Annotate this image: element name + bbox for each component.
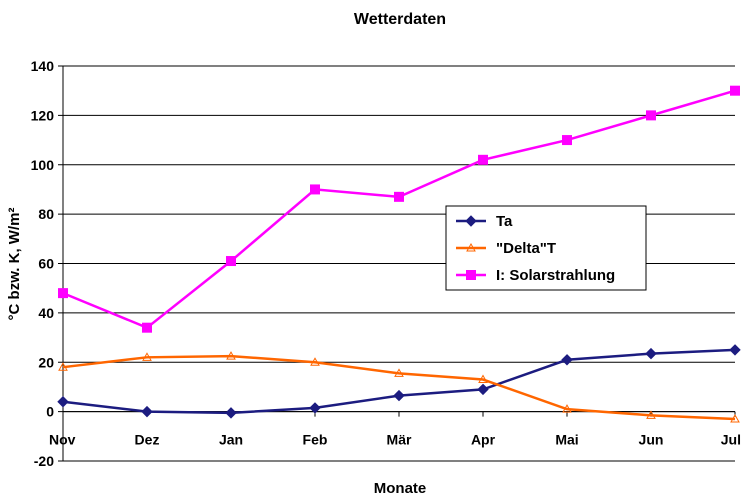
x-tick-label-0: Nov — [49, 432, 76, 448]
y-axis-label: °C bzw. K, W/m² — [6, 208, 23, 321]
x-tick-label-3: Feb — [303, 432, 328, 448]
series-2-point-0 — [58, 288, 68, 299]
y-tick-label-2: 20 — [38, 354, 54, 370]
series-2-point-7 — [646, 110, 656, 121]
series-0-point-4 — [393, 389, 405, 402]
x-tick-label-6: Mai — [555, 432, 578, 448]
y-tick-label-7: 120 — [31, 107, 55, 123]
legend-label-0: Ta — [496, 213, 513, 230]
series-2-point-1 — [142, 322, 152, 333]
series-2-point-5 — [478, 154, 488, 165]
x-axis-label: Monate — [374, 480, 427, 497]
series-line-0 — [62, 348, 736, 415]
series-0-point-8 — [729, 344, 741, 356]
series-0-point-7 — [645, 347, 657, 360]
y-tick-label-0: -20 — [34, 453, 54, 469]
y-tick-label-4: 60 — [38, 256, 54, 272]
series-1-point-3 — [310, 357, 320, 366]
legend-marker-0 — [465, 215, 477, 227]
legend-marker-1 — [466, 242, 476, 252]
series-0-point-3 — [309, 402, 321, 414]
series-0-point-6 — [561, 354, 573, 366]
series-2-point-6 — [562, 135, 572, 146]
legend-label-2: I: Solarstrahlung — [496, 267, 615, 284]
x-tick-label-4: Mär — [387, 432, 412, 448]
series-2-point-8 — [730, 85, 740, 96]
series-1 — [58, 351, 740, 423]
series-group — [57, 85, 741, 423]
series-1-point-7 — [646, 410, 656, 419]
series-2-point-4 — [394, 191, 404, 202]
series-1-point-5 — [478, 374, 488, 384]
series-0-point-0 — [57, 396, 69, 408]
x-tick-label-8: Jul — [721, 432, 741, 448]
series-0 — [57, 344, 741, 419]
legend: Ta "Delta"T I: Solarstrahlung — [445, 205, 647, 291]
x-tick-labels: Nov Dez Jan Feb Mär Apr Mai Jun Jul — [49, 432, 741, 448]
y-tick-label-6: 100 — [31, 157, 55, 173]
y-tick-label-8: 140 — [31, 58, 55, 74]
x-tick-label-1: Dez — [135, 432, 160, 448]
legend-label-1: "Delta"T — [496, 240, 556, 257]
series-1-point-4 — [394, 368, 404, 377]
series-1-point-2 — [226, 351, 236, 360]
series-2-point-2 — [226, 256, 236, 267]
y-tick-labels: -20 0 20 40 60 80 100 120 140 — [31, 58, 55, 469]
series-1-point-1 — [142, 352, 152, 361]
x-tick-label-2: Jan — [219, 432, 243, 448]
series-0-point-2 — [225, 407, 237, 419]
series-1-point-6 — [562, 404, 572, 413]
series-2 — [58, 85, 740, 333]
legend-marker-2 — [466, 270, 476, 280]
x-tick-label-7: Jun — [639, 432, 664, 448]
series-line-1 — [62, 354, 736, 421]
y-tick-label-3: 40 — [38, 305, 54, 321]
chart-title: Wetterdaten — [354, 11, 446, 28]
series-0-point-5 — [477, 383, 489, 396]
y-tick-label-1: 0 — [46, 404, 54, 420]
series-2-point-3 — [310, 184, 320, 195]
x-tick-label-5: Apr — [471, 432, 496, 448]
y-tick-label-5: 80 — [38, 206, 54, 222]
series-1-point-8 — [730, 414, 740, 423]
series-0-point-1 — [141, 405, 153, 418]
series-1-point-0 — [58, 362, 68, 371]
